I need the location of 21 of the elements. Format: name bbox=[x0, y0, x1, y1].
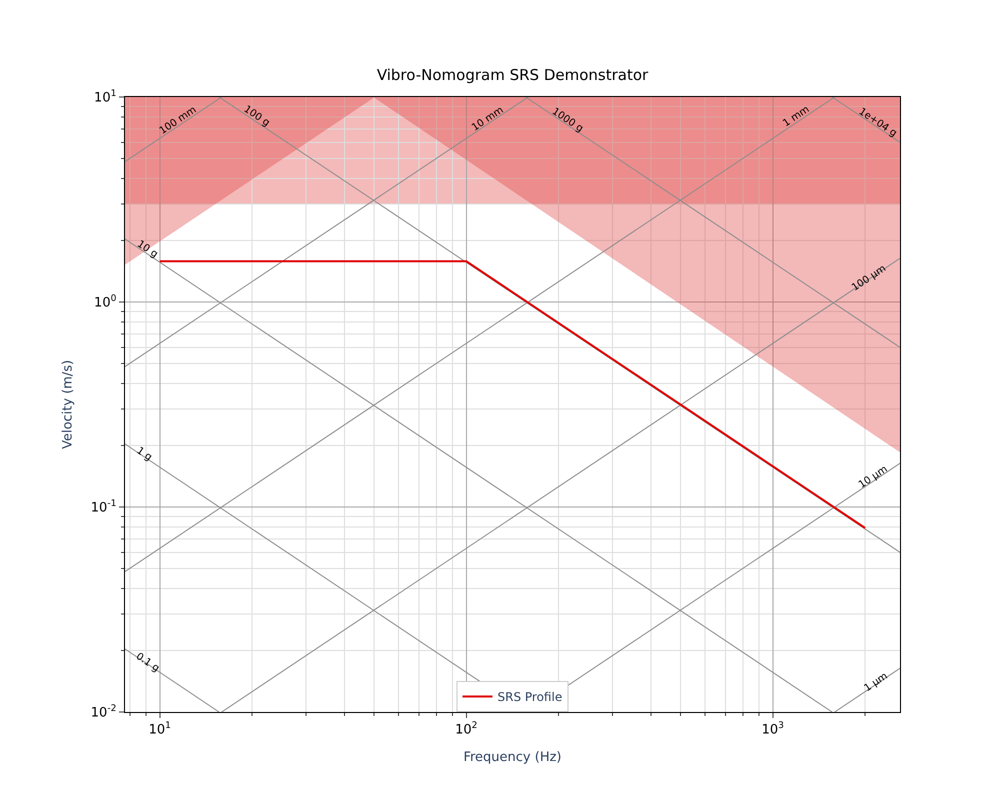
x-axis-title: Frequency (Hz) bbox=[463, 750, 562, 766]
annotation: 10 mm bbox=[470, 104, 506, 134]
annotation: 10 g bbox=[134, 238, 160, 260]
annotation: 100 g bbox=[242, 104, 272, 129]
annotation: 1 g bbox=[134, 445, 154, 464]
y-tick-label: 10$^{0}$ bbox=[94, 294, 117, 311]
x-tick-label: 10$^{3}$ bbox=[762, 721, 784, 738]
annotation: 10 µm bbox=[856, 464, 890, 491]
y-tick-label: 10$^{1}$ bbox=[94, 89, 116, 106]
y-tick-label: 10$^{-1}$ bbox=[90, 499, 116, 516]
annotation: 100 mm bbox=[158, 104, 199, 137]
legend-label: SRS Profile bbox=[498, 690, 562, 704]
annotation: 0.1 g bbox=[134, 651, 162, 674]
x-tick-label: 10$^{2}$ bbox=[455, 721, 478, 738]
annotation: 1 mm bbox=[781, 104, 812, 130]
annotation: 1 µm bbox=[862, 670, 890, 694]
annotation: 100 µm bbox=[850, 263, 888, 294]
x-tick-label: 10$^{1}$ bbox=[148, 721, 171, 738]
chart-title: Vibro-Nomogram SRS Demonstrator bbox=[376, 66, 650, 84]
y-axis-title: Velocity (m/s) bbox=[60, 360, 76, 450]
y-tick-label: 10$^{-2}$ bbox=[90, 704, 116, 721]
